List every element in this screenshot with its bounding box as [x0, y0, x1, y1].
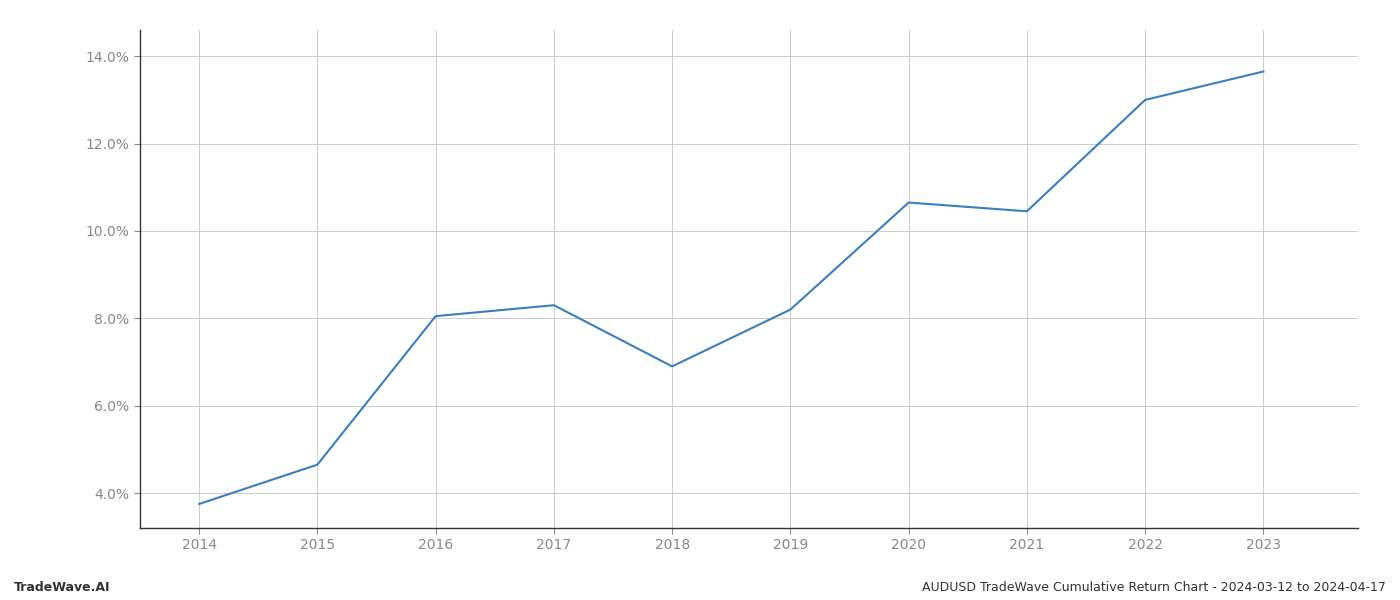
Text: AUDUSD TradeWave Cumulative Return Chart - 2024-03-12 to 2024-04-17: AUDUSD TradeWave Cumulative Return Chart…: [923, 581, 1386, 594]
Text: TradeWave.AI: TradeWave.AI: [14, 581, 111, 594]
